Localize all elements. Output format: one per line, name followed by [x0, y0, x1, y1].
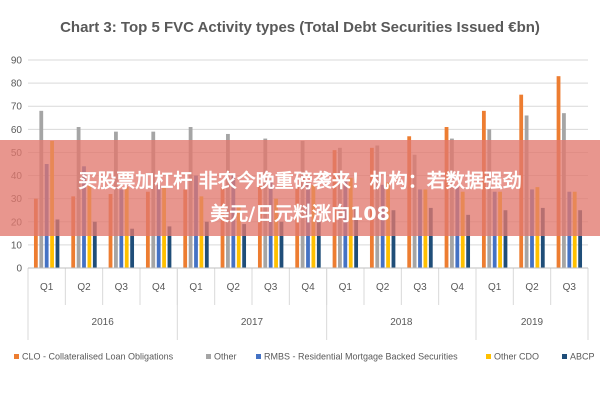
bar	[428, 207, 433, 268]
legend-label: CLO - Collateralised Loan Obligations	[22, 352, 174, 362]
news-headline-banner[interactable]	[0, 140, 600, 236]
x-tick-label: Q2	[525, 282, 539, 293]
x-tick-label: Q1	[339, 282, 353, 293]
headline-line-2[interactable]: 美元/日元料涨向108	[210, 203, 390, 225]
chart-title: Chart 3: Top 5 FVC Activity types (Total…	[60, 19, 540, 36]
x-tick-label: Q3	[563, 282, 577, 293]
bar	[55, 219, 60, 268]
bar	[167, 226, 172, 268]
bar	[204, 221, 209, 268]
x-tick-label: Q1	[40, 282, 54, 293]
x-tick-label: Q4	[152, 282, 166, 293]
x-tick-label: Q3	[115, 282, 129, 293]
bar	[354, 207, 359, 268]
legend-swatch	[486, 354, 491, 359]
year-labels: 2016 2017 2018 2019	[92, 268, 544, 340]
y-tick-label: 0	[16, 264, 22, 275]
x-tick-label: Q2	[376, 282, 390, 293]
year-label: 2017	[241, 317, 264, 328]
x-tick-label: Q3	[264, 282, 278, 293]
bar	[391, 210, 396, 268]
year-label: 2018	[390, 317, 413, 328]
bar	[279, 221, 284, 268]
bar	[503, 210, 508, 268]
year-label: 2016	[92, 317, 115, 328]
legend-label: RMBS - Residential Mortgage Backed Secur…	[264, 352, 458, 362]
x-tick-label: Q3	[413, 282, 427, 293]
year-label: 2019	[521, 317, 544, 328]
y-tick-label: 80	[11, 79, 23, 90]
legend-label: ABCP	[570, 352, 595, 362]
bar	[466, 214, 471, 268]
legend: CLO - Collateralised Loan Obligations Oth…	[14, 352, 595, 362]
legend-swatch	[14, 354, 19, 359]
headline-line-1[interactable]: 买股票加杠杆 非农今晚重磅袭来！机构：若数据强劲	[78, 170, 522, 192]
x-tick-label: Q2	[77, 282, 91, 293]
y-tick-label: 90	[11, 56, 23, 67]
legend-swatch	[206, 354, 211, 359]
bar	[316, 221, 321, 268]
bar	[540, 207, 545, 268]
legend-label: Other CDO	[494, 352, 539, 362]
x-axis-ticks: Q1 Q2 Q3 Q4 Q1 Q2 Q3 Q4 Q1 Q2 Q3 Q4 Q1 Q2 Q3	[27, 267, 589, 340]
bar	[130, 228, 135, 268]
x-tick-label: Q2	[227, 282, 241, 293]
bar	[242, 224, 247, 268]
x-tick-label: Q4	[301, 282, 315, 293]
x-tick-label: Q4	[451, 282, 465, 293]
bar	[236, 205, 241, 268]
bar	[578, 210, 583, 268]
legend-swatch	[256, 354, 261, 359]
legend-label: Other	[214, 352, 237, 362]
x-tick-label: Q1	[189, 282, 203, 293]
y-tick-label: 70	[11, 102, 23, 113]
y-tick-label: 10	[11, 240, 23, 251]
y-tick-label: 60	[11, 125, 23, 136]
x-tick-label: Q1	[488, 282, 502, 293]
legend-swatch	[562, 354, 567, 359]
bar	[92, 221, 97, 268]
